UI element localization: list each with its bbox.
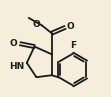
Text: HN: HN	[9, 62, 24, 71]
Text: O: O	[32, 20, 40, 29]
Text: O: O	[67, 22, 75, 31]
Text: O: O	[10, 39, 18, 48]
Text: F: F	[70, 41, 76, 50]
